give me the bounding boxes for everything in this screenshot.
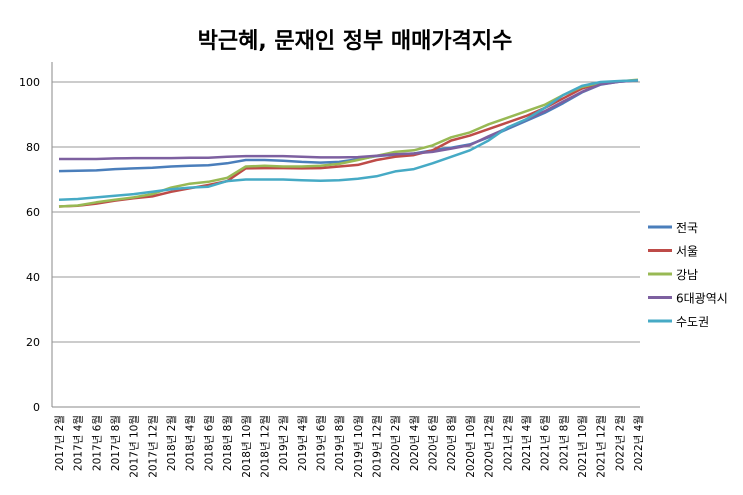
x-tick-label: 2018년 4월 — [185, 415, 197, 471]
x-tick-label: 2022년 2월 — [614, 415, 626, 471]
series-lines — [58, 78, 639, 208]
x-tick-label: 2020년 6월 — [428, 415, 440, 471]
x-tick-label: 2021년 12월 — [596, 415, 608, 478]
gridlines — [51, 62, 640, 408]
legend-label: 전국 — [676, 221, 698, 235]
series-line-3 — [59, 79, 639, 161]
y-tick-label: 100 — [19, 76, 40, 89]
x-tick-label: 2021년 8월 — [558, 415, 570, 471]
x-tick-label: 2017년 2월 — [54, 415, 66, 471]
x-tick-label: 2021년 6월 — [540, 415, 552, 471]
x-tick-label: 2021년 4월 — [521, 415, 533, 471]
x-tick-label: 2018년 10월 — [241, 415, 253, 478]
x-tick-label: 2019년 10월 — [353, 415, 365, 478]
x-tick-label: 2021년 2월 — [502, 415, 514, 471]
x-tick-label: 2021년 10월 — [577, 415, 589, 478]
y-axis-ticks: 0 20 40 60 80 100 — [19, 76, 40, 414]
x-tick-label: 2018년 2월 — [166, 415, 178, 471]
y-tick-label: 20 — [26, 336, 40, 349]
x-tick-label: 2017년 10월 — [129, 415, 141, 478]
series-line-0 — [58, 79, 639, 173]
x-tick-label: 2022년 4월 — [633, 415, 645, 471]
y-tick-label: 80 — [26, 141, 40, 154]
x-tick-label: 2019년 4월 — [297, 415, 309, 471]
x-tick-label: 2018년 12월 — [259, 415, 271, 478]
chart-title: 박근혜, 문재인 정부 매매가격지수 — [198, 29, 513, 54]
x-tick-label: 2020년 2월 — [390, 415, 402, 471]
x-axis-ticks: 2017년 2월 2017년 4월 2017년 6월 2017년 8월 2017년 10… — [54, 415, 645, 478]
legend-label: 강남 — [676, 268, 698, 282]
x-tick-label: 2017년 8월 — [110, 415, 122, 471]
x-tick-label: 2020년 8월 — [446, 415, 458, 471]
series-line-4 — [58, 79, 639, 201]
series-line-2 — [58, 78, 639, 208]
x-tick-label: 2018년 6월 — [203, 415, 215, 471]
x-tick-label: 2019년 12월 — [372, 415, 384, 478]
x-tick-label: 2017년 4월 — [73, 415, 85, 471]
x-tick-label: 2019년 6월 — [315, 415, 327, 471]
x-tick-label: 2017년 6월 — [91, 415, 103, 471]
x-tick-label: 2020년 12월 — [484, 415, 496, 478]
legend-label: 6대광역시 — [676, 292, 728, 306]
x-tick-label: 2019년 2월 — [278, 415, 290, 471]
y-tick-label: 40 — [26, 271, 40, 284]
x-tick-label: 2018년 8월 — [222, 415, 234, 471]
series-line-1 — [58, 79, 639, 208]
x-tick-label: 2020년 10월 — [465, 415, 477, 478]
legend-label: 수도권 — [676, 315, 709, 329]
x-tick-label: 2017년 12월 — [147, 415, 159, 478]
legend-label: 서울 — [676, 245, 698, 259]
x-tick-label: 2020년 4월 — [409, 415, 421, 471]
x-tick-label: 2019년 8월 — [334, 415, 346, 471]
y-tick-label: 0 — [33, 401, 40, 414]
y-tick-label: 60 — [26, 206, 40, 219]
